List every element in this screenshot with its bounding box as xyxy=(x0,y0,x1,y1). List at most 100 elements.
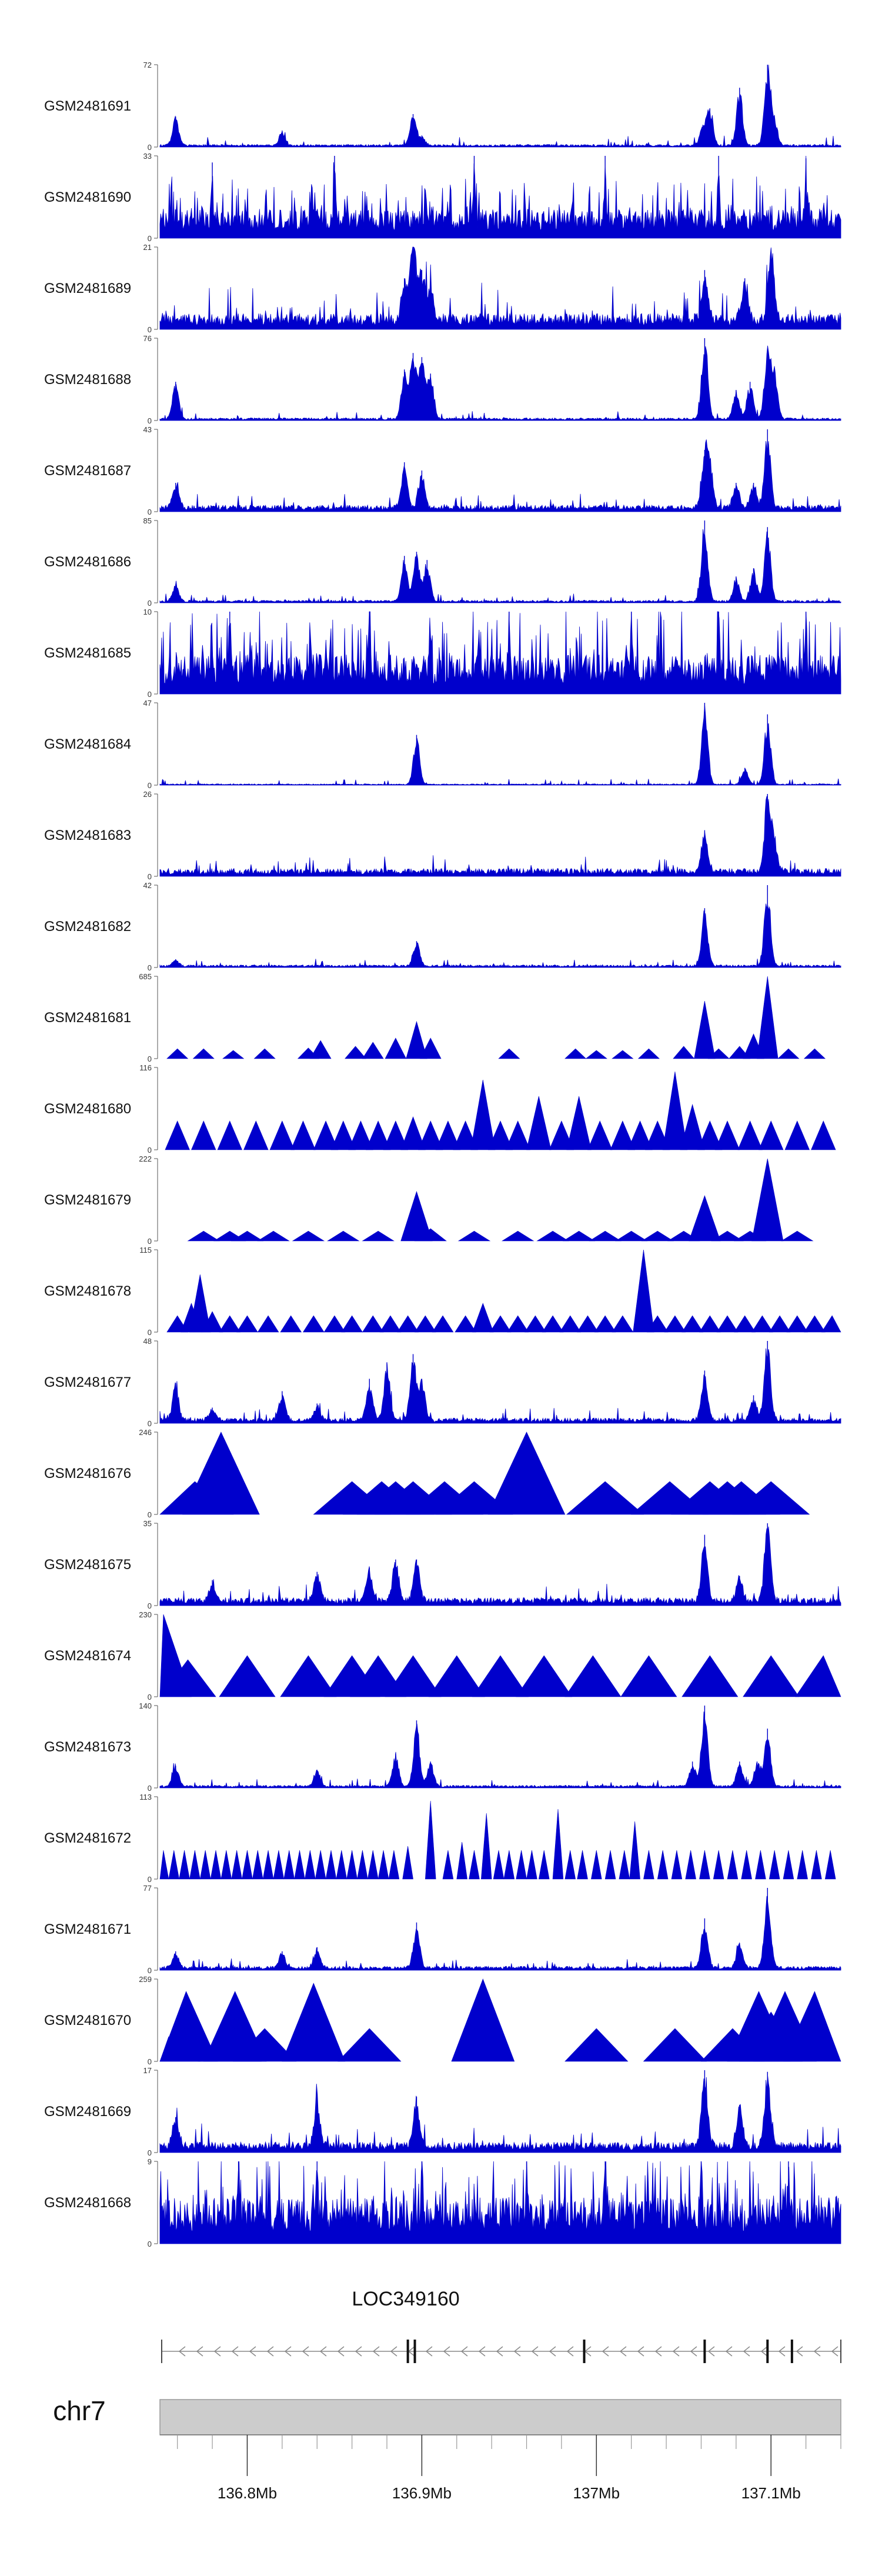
y-min-label: 0 xyxy=(148,872,152,881)
track-GSM2481682: GSM2481682 42 0 xyxy=(44,881,841,972)
peak-triangle xyxy=(243,1120,269,1150)
y-min-label: 0 xyxy=(148,2240,152,2248)
peak-triangle xyxy=(769,1850,780,1880)
tick-label: 136.9Mb xyxy=(392,2484,452,2502)
signal-area xyxy=(159,65,841,148)
y-max-label: 116 xyxy=(139,1063,152,1072)
peak-triangle xyxy=(699,1315,721,1333)
strand-arrow xyxy=(760,2346,768,2357)
peak-triangle xyxy=(629,1821,640,1880)
peak-triangle xyxy=(489,1315,512,1333)
track-GSM2481687: GSM2481687 43 0 xyxy=(44,425,841,516)
track-label: GSM2481674 xyxy=(44,1648,131,1664)
peak-triangle xyxy=(470,1079,496,1150)
track-GSM2481673: GSM2481673 140 0 xyxy=(44,1701,841,1793)
y-max-label: 43 xyxy=(143,425,152,434)
y-min-label: 0 xyxy=(148,1966,152,1975)
peak-triangle xyxy=(644,1120,670,1150)
peak-triangle xyxy=(315,1850,326,1880)
peak-triangle xyxy=(591,1850,602,1880)
peak-triangle xyxy=(664,1315,686,1333)
track-label: GSM2481670 xyxy=(44,2013,131,2028)
peak-triangle xyxy=(341,1315,363,1333)
y-max-label: 47 xyxy=(143,699,152,708)
peak-triangle xyxy=(657,1850,669,1880)
peak-triangle xyxy=(755,1850,766,1880)
peak-triangle xyxy=(487,1432,566,1515)
peak-triangle xyxy=(711,1230,744,1242)
strand-arrow xyxy=(196,2346,203,2357)
strand-arrow xyxy=(302,2346,309,2357)
peak-triangle xyxy=(302,1315,325,1333)
peak-triangle xyxy=(230,1230,264,1242)
y-min-label: 0 xyxy=(148,2057,152,2066)
peak-triangle xyxy=(538,1850,550,1880)
peak-triangle xyxy=(199,1850,211,1880)
peak-triangle xyxy=(257,1315,279,1333)
peak-triangle xyxy=(417,1120,443,1150)
strand-arrow xyxy=(778,2346,786,2357)
track-GSM2481679: GSM2481679 222 0 xyxy=(44,1154,814,1246)
peak-triangle xyxy=(233,2028,297,2062)
peak-triangle xyxy=(472,1655,529,1697)
y-min-label: 0 xyxy=(148,963,152,972)
strand-arrow xyxy=(249,2346,256,2357)
peak-triangle xyxy=(681,1315,703,1333)
peak-triangle xyxy=(377,1850,389,1880)
peak-triangle xyxy=(566,1096,592,1150)
peak-triangle xyxy=(797,1850,808,1880)
track-label: GSM2481687 xyxy=(44,463,131,479)
track-GSM2481686: GSM2481686 85 0 xyxy=(44,516,841,608)
peak-triangle xyxy=(612,1315,634,1333)
strand-arrow xyxy=(390,2346,397,2357)
y-max-label: 113 xyxy=(139,1793,152,1801)
track-GSM2481685: GSM2481685 10 0 xyxy=(44,608,841,699)
chromosome-band xyxy=(159,2399,841,2435)
peak-triangle xyxy=(526,1850,537,1880)
peak-triangle xyxy=(811,1120,836,1150)
peak-triangle xyxy=(587,1120,613,1150)
y-min-label: 0 xyxy=(148,325,152,334)
strand-arrow xyxy=(831,2346,838,2357)
peak-triangle xyxy=(400,1116,426,1150)
track-label: GSM2481685 xyxy=(44,645,131,661)
strand-arrow xyxy=(231,2346,239,2357)
peak-triangle xyxy=(487,1120,513,1150)
y-max-label: 21 xyxy=(143,243,152,252)
y-max-label: 17 xyxy=(143,2066,152,2075)
track-GSM2481678: GSM2481678 115 0 xyxy=(44,1246,841,1337)
y-min-label: 0 xyxy=(148,1146,152,1154)
peak-triangle xyxy=(481,1813,492,1880)
signal-area xyxy=(159,155,841,239)
signal-area xyxy=(159,2161,841,2244)
peak-triangle xyxy=(365,1120,391,1150)
peak-triangle xyxy=(783,1991,841,2062)
peak-triangle xyxy=(346,1850,358,1880)
y-max-label: 259 xyxy=(139,1975,152,1984)
track-label: GSM2481689 xyxy=(44,281,131,296)
peak-triangle xyxy=(414,1228,447,1242)
peak-triangle xyxy=(516,1655,573,1697)
y-max-label: 685 xyxy=(139,972,152,981)
peak-triangle xyxy=(552,1808,564,1880)
peak-triangle xyxy=(783,1850,794,1880)
peak-triangle xyxy=(781,1230,814,1242)
y-max-label: 35 xyxy=(143,1519,152,1528)
track-label: GSM2481669 xyxy=(44,2104,131,2120)
peak-triangle xyxy=(713,1850,724,1880)
track-GSM2481672: GSM2481672 113 0 xyxy=(44,1793,836,1884)
peak-triangle xyxy=(524,1315,546,1333)
y-max-label: 140 xyxy=(139,1701,152,1710)
peak-triangle xyxy=(282,1983,346,2062)
y-min-label: 0 xyxy=(148,690,152,699)
peak-triangle xyxy=(457,1230,491,1242)
peak-triangle xyxy=(362,1042,384,1059)
peak-triangle xyxy=(397,1315,419,1333)
peak-triangle xyxy=(681,1655,739,1697)
tick-label: 136.8Mb xyxy=(218,2484,277,2502)
peak-triangle xyxy=(498,1048,520,1059)
track-label: GSM2481679 xyxy=(44,1192,131,1208)
peak-triangle xyxy=(769,1315,791,1333)
peak-triangle xyxy=(330,1120,356,1150)
gene-exon xyxy=(413,2340,416,2363)
